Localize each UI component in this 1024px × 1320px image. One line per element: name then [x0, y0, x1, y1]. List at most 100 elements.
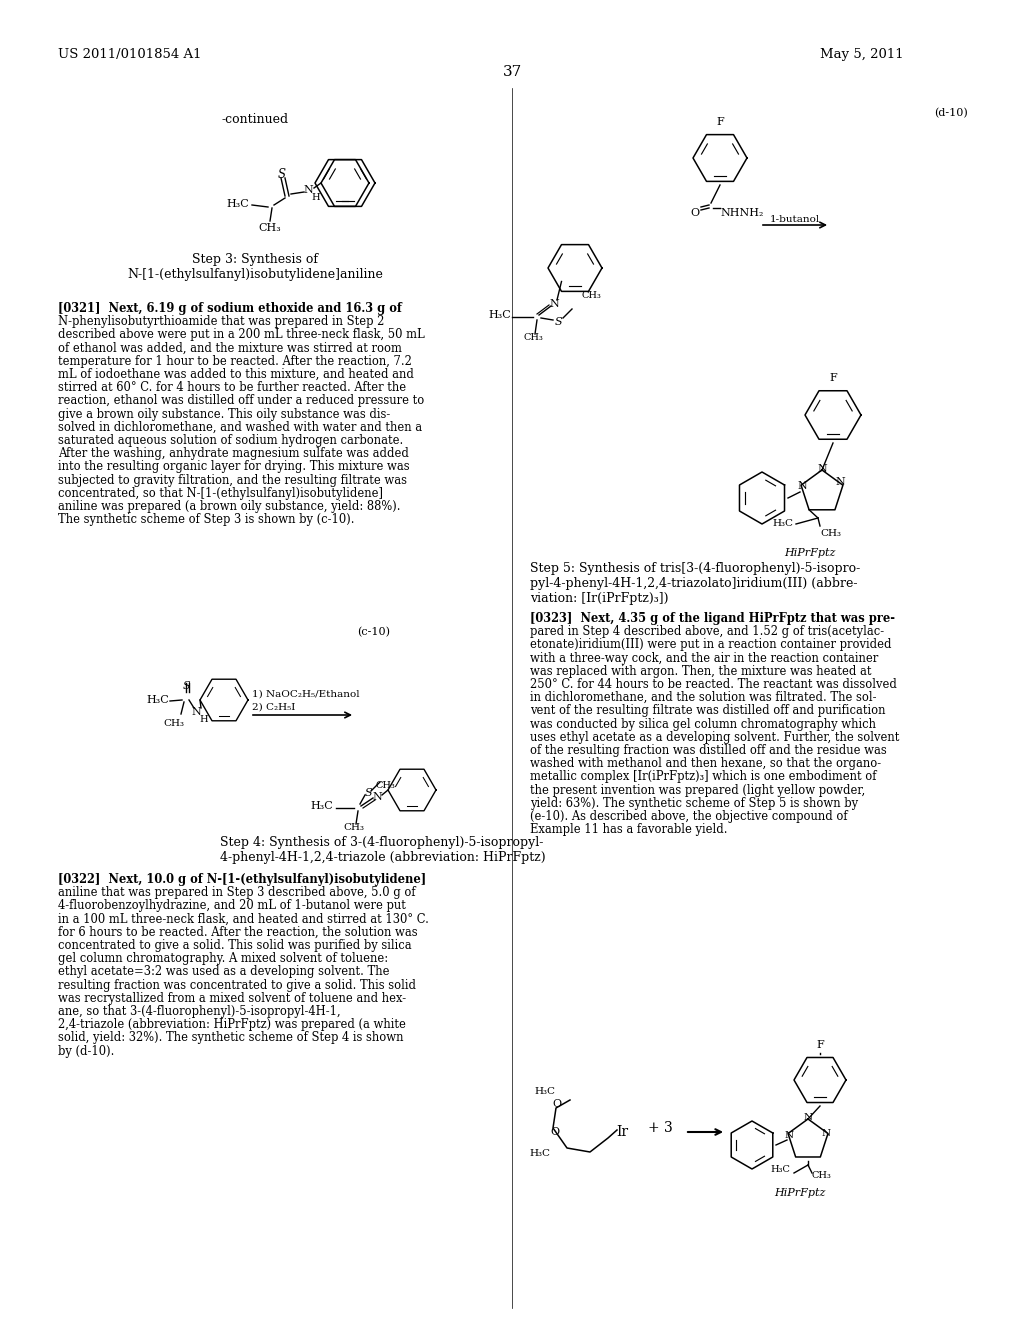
- Text: uses ethyl acetate as a developing solvent. Further, the solvent: uses ethyl acetate as a developing solve…: [530, 731, 899, 743]
- Text: O: O: [552, 1100, 561, 1109]
- Text: for 6 hours to be reacted. After the reaction, the solution was: for 6 hours to be reacted. After the rea…: [58, 925, 418, 939]
- Text: (e-10). As described above, the objective compound of: (e-10). As described above, the objectiv…: [530, 810, 848, 822]
- Text: 250° C. for 44 hours to be reacted. The reactant was dissolved: 250° C. for 44 hours to be reacted. The …: [530, 678, 897, 690]
- Text: S: S: [554, 317, 562, 327]
- Text: saturated aqueous solution of sodium hydrogen carbonate.: saturated aqueous solution of sodium hyd…: [58, 434, 403, 447]
- Text: viation: [Ir(iPrFptz)₃]): viation: [Ir(iPrFptz)₃]): [530, 591, 669, 605]
- Text: O: O: [551, 1127, 559, 1137]
- Text: metallic complex [Ir(iPrFptz)₃] which is one embodiment of: metallic complex [Ir(iPrFptz)₃] which is…: [530, 771, 877, 783]
- Text: NHNH₂: NHNH₂: [720, 209, 763, 218]
- Text: H₃C: H₃C: [310, 801, 334, 810]
- Text: N: N: [817, 465, 826, 474]
- Text: CH₃: CH₃: [164, 718, 184, 727]
- Text: with a three-way cock, and the air in the reaction container: with a three-way cock, and the air in th…: [530, 652, 879, 664]
- Text: N: N: [784, 1130, 794, 1139]
- Text: mL of iodoethane was added to this mixture, and heated and: mL of iodoethane was added to this mixtu…: [58, 368, 414, 381]
- Text: into the resulting organic layer for drying. This mixture was: into the resulting organic layer for dry…: [58, 461, 410, 474]
- Text: The synthetic scheme of Step 3 is shown by (c-10).: The synthetic scheme of Step 3 is shown …: [58, 513, 354, 527]
- Text: 2,4-triazole (abbreviation: HiPrFptz) was prepared (a white: 2,4-triazole (abbreviation: HiPrFptz) wa…: [58, 1018, 406, 1031]
- Text: F: F: [816, 1040, 824, 1049]
- Text: reaction, ethanol was distilled off under a reduced pressure to: reaction, ethanol was distilled off unde…: [58, 395, 424, 408]
- Text: (d-10): (d-10): [934, 108, 968, 119]
- Text: [0323]  Next, 4.35 g of the ligand HiPrFptz that was pre-: [0323] Next, 4.35 g of the ligand HiPrFp…: [530, 612, 895, 624]
- Text: in dichloromethane, and the solution was filtrated. The sol-: in dichloromethane, and the solution was…: [530, 692, 877, 704]
- Text: H₃C: H₃C: [534, 1088, 555, 1097]
- Text: ane, so that 3-(4-fluorophenyl)-5-isopropyl-4H-1,: ane, so that 3-(4-fluorophenyl)-5-isopro…: [58, 1005, 341, 1018]
- Text: gel column chromatography. A mixed solvent of toluene:: gel column chromatography. A mixed solve…: [58, 952, 388, 965]
- Text: solid, yield: 32%). The synthetic scheme of Step 4 is shown: solid, yield: 32%). The synthetic scheme…: [58, 1031, 403, 1044]
- Text: N: N: [372, 792, 382, 803]
- Text: give a brown oily substance. This oily substance was dis-: give a brown oily substance. This oily s…: [58, 408, 390, 421]
- Text: stirred at 60° C. for 4 hours to be further reacted. After the: stirred at 60° C. for 4 hours to be furt…: [58, 381, 407, 395]
- Text: May 5, 2011: May 5, 2011: [820, 48, 903, 61]
- Text: 2) C₂H₅I: 2) C₂H₅I: [252, 704, 295, 711]
- Text: Ir: Ir: [616, 1125, 628, 1139]
- Text: pyl-4-phenyl-4H-1,2,4-triazolato]iridium(III) (abbre-: pyl-4-phenyl-4H-1,2,4-triazolato]iridium…: [530, 577, 857, 590]
- Text: yield: 63%). The synthetic scheme of Step 5 is shown by: yield: 63%). The synthetic scheme of Ste…: [530, 797, 858, 809]
- Text: N: N: [804, 1114, 813, 1122]
- Text: solved in dichloromethane, and washed with water and then a: solved in dichloromethane, and washed wi…: [58, 421, 422, 434]
- Text: F: F: [829, 374, 837, 383]
- Text: H: H: [200, 715, 208, 725]
- Text: N: N: [797, 480, 807, 491]
- Text: 4-phenyl-4H-1,2,4-triazole (abbreviation: HiPrFptz): 4-phenyl-4H-1,2,4-triazole (abbreviation…: [220, 851, 546, 865]
- Text: concentrated, so that N-[1-(ethylsulfanyl)isobutylidene]: concentrated, so that N-[1-(ethylsulfany…: [58, 487, 383, 500]
- Text: pared in Step 4 described above, and 1.52 g of tris(acetylac-: pared in Step 4 described above, and 1.5…: [530, 626, 884, 638]
- Text: CH₃: CH₃: [343, 822, 365, 832]
- Text: in a 100 mL three-neck flask, and heated and stirred at 130° C.: in a 100 mL three-neck flask, and heated…: [58, 912, 429, 925]
- Text: -continued: -continued: [221, 114, 289, 125]
- Text: concentrated to give a solid. This solid was purified by silica: concentrated to give a solid. This solid…: [58, 939, 412, 952]
- Text: 37: 37: [503, 65, 521, 79]
- Text: Step 4: Synthesis of 3-(4-fluorophenyl)-5-isopropyl-: Step 4: Synthesis of 3-(4-fluorophenyl)-…: [220, 836, 544, 849]
- Text: washed with methanol and then hexane, so that the organo-: washed with methanol and then hexane, so…: [530, 758, 881, 770]
- Text: etonate)iridium(III) were put in a reaction container provided: etonate)iridium(III) were put in a react…: [530, 639, 892, 651]
- Text: N: N: [303, 185, 313, 195]
- Text: aniline was prepared (a brown oily substance, yield: 88%).: aniline was prepared (a brown oily subst…: [58, 500, 400, 513]
- Text: the present invention was prepared (light yellow powder,: the present invention was prepared (ligh…: [530, 784, 865, 796]
- Text: O: O: [690, 209, 699, 218]
- Text: of ethanol was added, and the mixture was stirred at room: of ethanol was added, and the mixture wa…: [58, 342, 401, 355]
- Text: S: S: [182, 681, 189, 690]
- Text: HiPrFptz: HiPrFptz: [774, 1188, 825, 1199]
- Text: S: S: [278, 168, 286, 181]
- Text: [0321]  Next, 6.19 g of sodium ethoxide and 16.3 g of: [0321] Next, 6.19 g of sodium ethoxide a…: [58, 302, 401, 315]
- Text: N: N: [191, 708, 201, 717]
- Text: N: N: [821, 1129, 830, 1138]
- Text: (c-10): (c-10): [357, 627, 390, 638]
- Text: S: S: [365, 788, 372, 799]
- Text: HiPrFptz: HiPrFptz: [784, 548, 836, 558]
- Text: CH₃: CH₃: [812, 1171, 831, 1180]
- Text: described above were put in a 200 mL three-neck flask, 50 mL: described above were put in a 200 mL thr…: [58, 329, 425, 342]
- Text: N: N: [836, 477, 845, 487]
- Text: + 3: + 3: [647, 1121, 673, 1135]
- Text: F: F: [716, 117, 724, 127]
- Text: CH₃: CH₃: [523, 334, 543, 342]
- Text: temperature for 1 hour to be reacted. After the reaction, 7.2: temperature for 1 hour to be reacted. Af…: [58, 355, 412, 368]
- Text: H₃C: H₃C: [146, 696, 169, 705]
- Text: After the washing, anhydrate magnesium sulfate was added: After the washing, anhydrate magnesium s…: [58, 447, 409, 461]
- Text: 4-fluorobenzoylhydrazine, and 20 mL of 1-butanol were put: 4-fluorobenzoylhydrazine, and 20 mL of 1…: [58, 899, 406, 912]
- Text: was recrystallized from a mixed solvent of toluene and hex-: was recrystallized from a mixed solvent …: [58, 991, 407, 1005]
- Text: N-phenylisobutyrthioamide that was prepared in Step 2: N-phenylisobutyrthioamide that was prepa…: [58, 315, 384, 329]
- Text: was replaced with argon. Then, the mixture was heated at: was replaced with argon. Then, the mixtu…: [530, 665, 871, 677]
- Text: vent of the resulting filtrate was distilled off and purification: vent of the resulting filtrate was disti…: [530, 705, 886, 717]
- Text: 1) NaOC₂H₅/Ethanol: 1) NaOC₂H₅/Ethanol: [252, 690, 359, 700]
- Text: CH₃: CH₃: [376, 780, 396, 789]
- Text: H₃C: H₃C: [226, 199, 250, 209]
- Text: H: H: [311, 194, 321, 202]
- Text: Example 11 has a favorable yield.: Example 11 has a favorable yield.: [530, 824, 727, 836]
- Text: Step 3: Synthesis of: Step 3: Synthesis of: [193, 253, 318, 267]
- Text: [0322]  Next, 10.0 g of N-[1-(ethylsulfanyl)isobutylidene]: [0322] Next, 10.0 g of N-[1-(ethylsulfan…: [58, 873, 426, 886]
- Text: ethyl acetate=3:2 was used as a developing solvent. The: ethyl acetate=3:2 was used as a developi…: [58, 965, 389, 978]
- Text: CH₃: CH₃: [259, 223, 282, 234]
- Text: was conducted by silica gel column chromatography which: was conducted by silica gel column chrom…: [530, 718, 876, 730]
- Text: N-[1-(ethylsulfanyl)isobutylidene]aniline: N-[1-(ethylsulfanyl)isobutylidene]anilin…: [127, 268, 383, 281]
- Text: subjected to gravity filtration, and the resulting filtrate was: subjected to gravity filtration, and the…: [58, 474, 407, 487]
- Text: US 2011/0101854 A1: US 2011/0101854 A1: [58, 48, 202, 61]
- Text: N: N: [549, 300, 559, 309]
- Text: H₃C: H₃C: [770, 1166, 790, 1175]
- Text: CH₃: CH₃: [820, 528, 841, 537]
- Text: Step 5: Synthesis of tris[3-(4-fluorophenyl)-5-isopro-: Step 5: Synthesis of tris[3-(4-fluorophe…: [530, 562, 860, 576]
- Text: H₃C: H₃C: [529, 1148, 550, 1158]
- Text: 1-butanol: 1-butanol: [770, 215, 820, 224]
